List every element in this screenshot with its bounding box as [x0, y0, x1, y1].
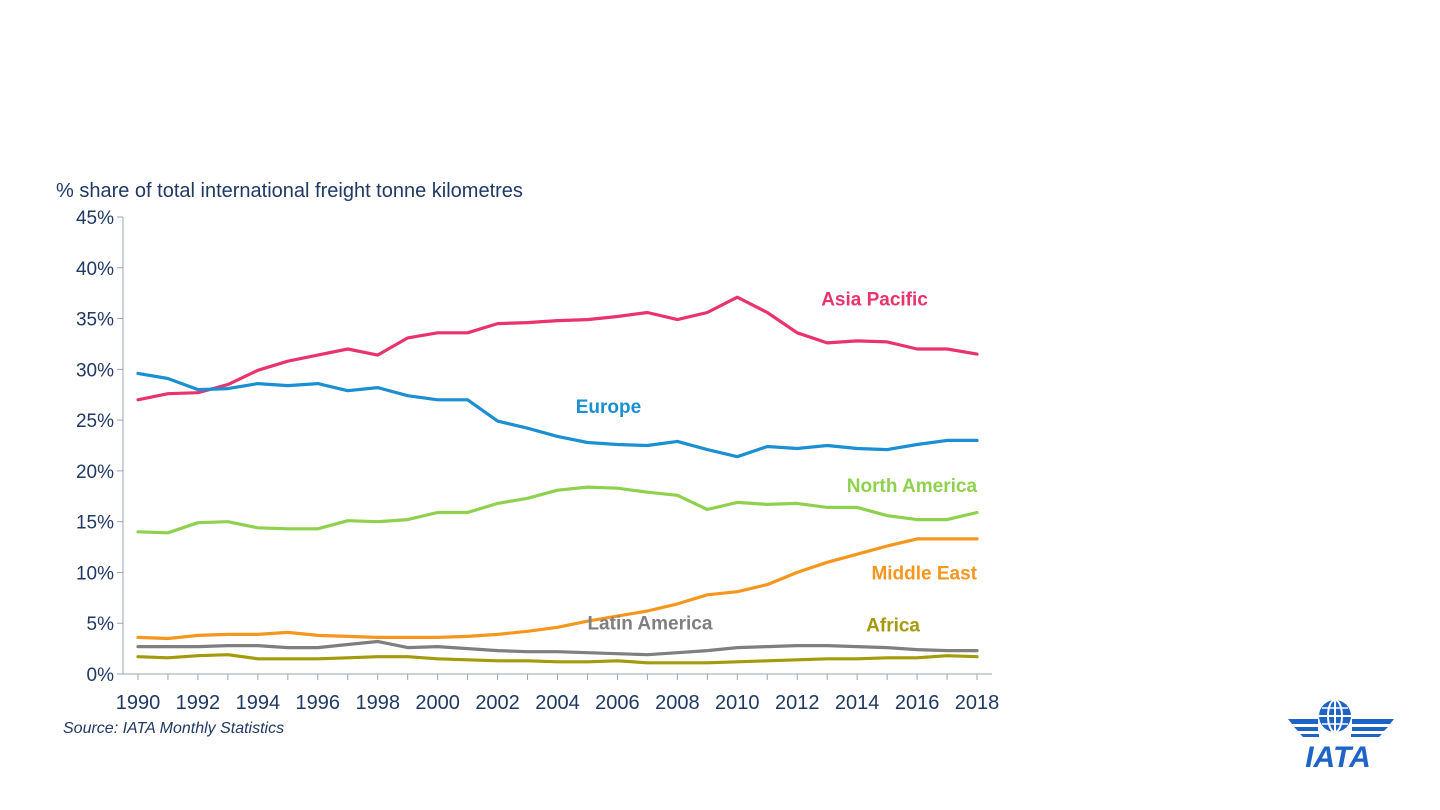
x-tick-label: 2002: [475, 692, 520, 714]
y-tick-label: 10%: [76, 563, 114, 584]
left-wing-icon: [1288, 719, 1319, 737]
x-tick-label: 2004: [535, 692, 580, 714]
y-tick-label: 15%: [76, 513, 114, 534]
iata-logo: IATA: [1288, 699, 1394, 774]
y-tick-label: 0%: [87, 665, 115, 686]
series-label-europe: Europe: [576, 397, 641, 418]
x-tick-label: 1996: [296, 692, 341, 714]
series-line-europe: [136, 371, 979, 459]
series-line-africa: [136, 653, 979, 665]
chart-axes: 0% 5% 10% 15% 20% 25% 30% 35% 40% 45% 1990 1992 1994…: [76, 208, 999, 714]
series-label-africa: Africa: [866, 615, 920, 636]
y-tick-label: 20%: [76, 462, 114, 483]
series-line-asia-pacific: [136, 295, 979, 402]
y-tick-label: 45%: [76, 208, 114, 229]
x-tick-label: 2000: [415, 692, 460, 714]
series-label-middle-east: Middle East: [871, 564, 977, 585]
series-label-latin-america: Latin America: [587, 613, 712, 634]
x-tick-label: 1998: [355, 692, 400, 714]
x-tick-label: 2018: [955, 692, 1000, 714]
y-tick-label: 35%: [76, 310, 114, 331]
x-tick-label: 2010: [715, 692, 760, 714]
y-tick-label: 25%: [76, 411, 114, 432]
series-line-latin-america: [136, 639, 979, 657]
right-wing-icon: [1351, 719, 1394, 737]
series-line-middle-east: [136, 537, 979, 641]
y-tick-label: 5%: [87, 614, 115, 635]
x-tick-label: 1990: [116, 692, 161, 714]
y-tick-label: 30%: [76, 360, 114, 381]
series-line-north-america: [136, 485, 979, 535]
x-tick-label: 2012: [775, 692, 820, 714]
y-tick-label: 40%: [76, 259, 114, 280]
series-labels-layer: Asia Pacific Europe North America Middle Ea…: [576, 289, 978, 636]
x-tick-label: 2006: [595, 692, 640, 714]
x-tick-label: 2014: [835, 692, 880, 714]
x-tick-label: 2016: [895, 692, 940, 714]
source-note: Source: IATA Monthly Statistics: [63, 720, 284, 737]
x-tick-label: 1992: [176, 692, 221, 714]
y-axis-title: % share of total international freight t…: [56, 180, 523, 202]
series-layer: [136, 295, 979, 665]
x-tick-label: 2008: [655, 692, 700, 714]
series-label-asia-pacific: Asia Pacific: [821, 289, 928, 310]
iata-logo-text: IATA: [1305, 741, 1371, 774]
series-label-north-america: North America: [847, 476, 978, 497]
x-tick-label: 1994: [236, 692, 281, 714]
globe-icon: [1319, 699, 1351, 733]
